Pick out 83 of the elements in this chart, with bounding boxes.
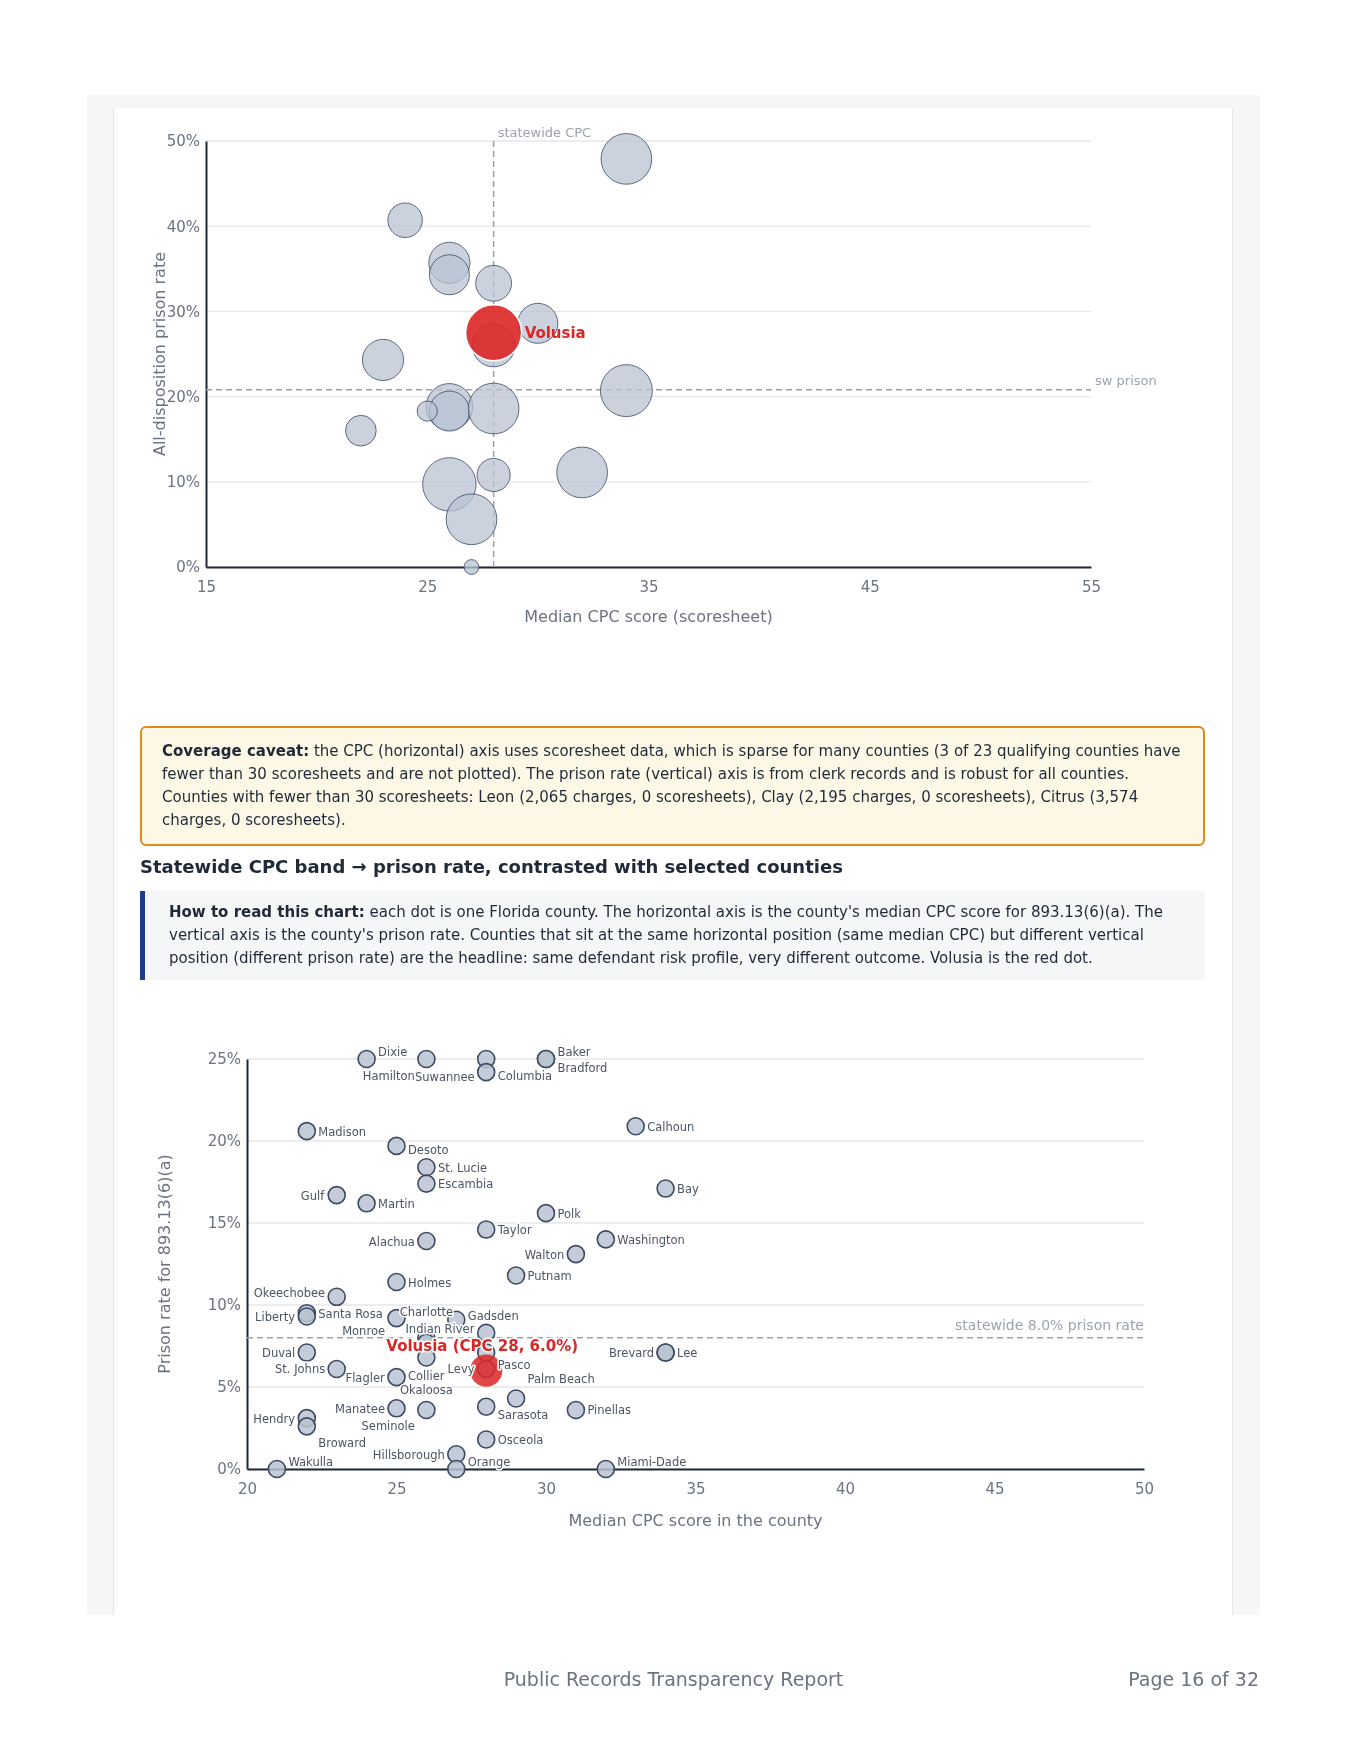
chart-subtitle: How to read this chart: each dot is one Florida county. The horizontal axis is the county's median CPC score for 893.13(6)(a). The vertical axis is the county's prison rate. Counties that sit at the same horizontal position (same median CPC) but different vertical position (different prison rate) are the headline: same defendant risk profile, very different outcome. Volusia is the red dot. <box>169 903 1163 967</box>
chart-title: Statewide CPC band → prison rate, contrasted with selected counties <box>140 856 843 877</box>
y-tick-label: 0% <box>217 1460 241 1479</box>
y-axis-title: Prison rate for 893.13(6)(a) <box>155 1154 174 1374</box>
x-tick-label: 20 <box>237 1479 258 1498</box>
x-axis-title: Median CPC score in the county <box>568 1511 823 1530</box>
y-tick-label: 5% <box>217 1378 241 1397</box>
y-tick-label: 50% <box>166 132 200 151</box>
y-tick-label: 10% <box>207 1296 241 1315</box>
annotation: Okaloosa <box>399 1383 453 1398</box>
annotation: Hendry <box>253 1411 296 1426</box>
ref-line-label: sw prison <box>1095 372 1157 388</box>
annotation: Walton <box>524 1247 565 1262</box>
y-tick-label: 10% <box>166 473 200 492</box>
annotation: St. Lucie <box>437 1160 488 1175</box>
annotation: Suwannee <box>414 1069 475 1084</box>
annotation: Okeechobee <box>253 1286 326 1301</box>
annotation: Madison <box>318 1124 367 1139</box>
annotation: Escambia <box>437 1177 494 1192</box>
y-tick-label: 30% <box>166 302 200 321</box>
annotation: Liberty <box>255 1309 296 1324</box>
annotation: Seminole <box>361 1419 415 1434</box>
annotation: Holmes <box>408 1275 452 1290</box>
annotation: Santa Rosa <box>318 1306 383 1321</box>
y-axis-title: All-disposition prison rate <box>150 251 169 457</box>
annotation: St. Johns <box>275 1362 326 1377</box>
x-tick-label: 55 <box>1081 577 1102 596</box>
y-tick-label: 15% <box>207 1214 241 1233</box>
series-label: Volusia <box>524 323 586 342</box>
y-tick-label: 20% <box>207 1132 241 1151</box>
x-tick-label: 15 <box>196 577 217 596</box>
annotation: Broward <box>318 1435 366 1450</box>
text: Coverage caveat: the CPC (horizontal) axis uses scoresheet data, which is sparse for many counties (3 of 23 qualifying counties have fewer than 30 scoresheets and are not plotted). The prison rate (vertical) axis is from clerk records and is robust for all counties. Counties with fewer than 30 scoresheets: Leon (2,065 charges, 0 scoresheets), Clay (2,195 charges, 0 scoresheets), Citrus (3,574 charges, 0 scoresheets). <box>162 742 1181 829</box>
x-tick-label: 40 <box>835 1479 856 1498</box>
annotation: Flagler <box>345 1370 385 1385</box>
annotation: Hamilton <box>362 1068 415 1083</box>
annotation: Baker <box>557 1044 591 1059</box>
annotation: Indian River <box>405 1322 475 1337</box>
annotation: Gadsden <box>467 1309 519 1324</box>
annotation: Pinellas <box>587 1403 632 1418</box>
annotation: Miami-Dade <box>617 1454 687 1469</box>
annotation: Columbia <box>497 1068 552 1083</box>
x-tick-label: 30 <box>536 1479 557 1498</box>
annotation: Brevard <box>608 1346 655 1361</box>
x-tick-label: 50 <box>1134 1479 1155 1498</box>
x-tick-label: 45 <box>985 1479 1005 1498</box>
annotation: Osceola <box>497 1432 544 1447</box>
annotation: Washington <box>617 1232 685 1247</box>
annotation: Wakulla <box>288 1454 334 1469</box>
x-axis-title: Median CPC score (scoresheet) <box>524 607 773 626</box>
x-tick-label: 25 <box>387 1479 407 1498</box>
annotation: Monroe <box>342 1323 385 1338</box>
ref-line-label: statewide CPC <box>497 125 592 140</box>
annotation: Desoto <box>408 1143 449 1158</box>
x-tick-label: 25 <box>418 577 438 596</box>
annotation: Polk <box>557 1206 582 1221</box>
annotation: Charlotte <box>399 1304 454 1319</box>
y-tick-label: 40% <box>166 217 200 236</box>
annotation: Taylor <box>496 1223 532 1238</box>
y-tick-label: 0% <box>176 558 200 577</box>
annotation: Orange <box>467 1454 511 1469</box>
annotation: Gulf <box>300 1188 326 1203</box>
annotation: Dixie <box>378 1044 408 1059</box>
ref-line-label: statewide 8.0% prison rate <box>955 1316 1144 1333</box>
annotation: Martin <box>378 1196 415 1211</box>
annotation: Bay <box>677 1182 700 1197</box>
annotation: Duval <box>262 1346 296 1361</box>
x-tick-label: 35 <box>686 1479 706 1498</box>
annotation: Palm Beach <box>527 1371 595 1386</box>
y-tick-label: 25% <box>207 1050 241 1069</box>
annotation: Manatee <box>335 1401 385 1416</box>
annotation: Collier <box>408 1368 445 1383</box>
x-tick-label: 45 <box>860 577 880 596</box>
annotation: Alachua <box>368 1234 415 1249</box>
text: Page 16 of 32 <box>1128 1668 1259 1690</box>
annotation: Sarasota <box>497 1408 549 1423</box>
annotation: Hillsborough <box>372 1447 445 1462</box>
annotation: Putnam <box>527 1268 572 1283</box>
annotation: Lee <box>677 1346 698 1361</box>
annotation: Calhoun <box>647 1119 695 1134</box>
text: Public Records Transparency Report <box>503 1668 844 1690</box>
x-tick-label: 35 <box>639 577 659 596</box>
annotation: Bradford <box>557 1060 608 1075</box>
